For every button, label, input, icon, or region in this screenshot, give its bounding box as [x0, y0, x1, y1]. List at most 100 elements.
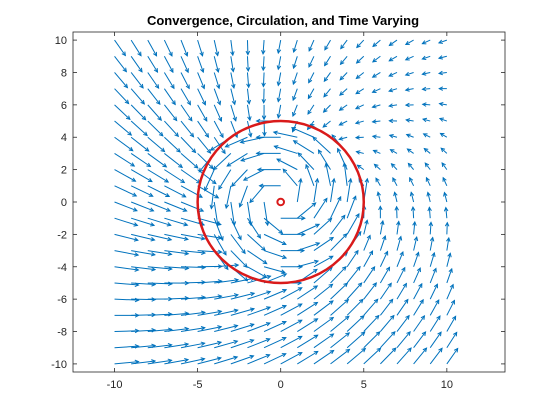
quiver-arrow — [261, 72, 266, 88]
quiver-arrow — [263, 353, 287, 365]
quiver-arrow — [230, 291, 256, 300]
quiver-arrow — [379, 266, 391, 284]
quiver-arrow — [147, 153, 168, 168]
quiver-arrow — [388, 87, 398, 93]
quiver-arrow — [330, 348, 351, 365]
quiver-arrow — [404, 102, 414, 108]
quiver-arrow — [212, 153, 232, 171]
quiver-arrow — [131, 359, 157, 365]
quiver-arrow — [346, 331, 366, 349]
quiver-arrow — [130, 153, 152, 168]
quiver-arrow — [392, 177, 398, 187]
quiver-arrow — [282, 168, 298, 187]
red-circle-outer — [196, 119, 366, 285]
quiver-arrow — [425, 176, 431, 187]
quiver-arrow — [263, 288, 288, 300]
quiver-arrow — [378, 205, 383, 219]
quiver-arrow — [297, 334, 319, 349]
quiver-arrow — [405, 118, 414, 123]
quiver-arrow — [114, 217, 139, 227]
quiver-arrow — [230, 169, 248, 188]
quiver-arrow — [363, 331, 381, 349]
quiver-arrow — [297, 242, 321, 252]
quiver-arrow — [197, 340, 223, 349]
x-axis: -10 -5 0 5 10 — [107, 32, 453, 391]
quiver-arrow — [446, 347, 459, 365]
quiver-arrow — [197, 169, 217, 185]
y-tick-label: -4 — [57, 262, 67, 274]
quiver-arrow — [296, 202, 317, 219]
quiver-arrow — [239, 136, 265, 144]
quiver-arrow — [214, 355, 239, 365]
quiver-arrow — [163, 72, 175, 90]
quiver-arrow — [354, 135, 364, 140]
quiver-arrow — [330, 282, 349, 300]
quiver-arrow — [261, 104, 267, 121]
quiver-arrow — [396, 220, 401, 235]
quiver-arrow — [197, 72, 206, 90]
quiver-arrow — [114, 250, 140, 257]
quiver-arrow — [164, 250, 190, 256]
quiver-arrow — [164, 136, 181, 153]
quiver-arrow — [114, 233, 139, 242]
quiver-arrow — [197, 249, 223, 255]
quiver-arrow — [393, 191, 398, 203]
quiver-arrow — [163, 88, 176, 106]
quiver-arrow — [280, 232, 306, 237]
quiver-arrow — [247, 338, 271, 349]
quiver-arrow — [404, 71, 414, 77]
quiver-arrow — [297, 223, 321, 235]
quiver-arrow — [437, 70, 447, 76]
quiver-arrow — [396, 250, 404, 267]
quiver-arrow — [214, 324, 239, 333]
quiver-arrow — [226, 153, 248, 167]
quiver-arrow — [130, 136, 150, 152]
quiver-arrow — [247, 234, 266, 252]
quiver-arrow — [313, 177, 320, 203]
quiver-arrow — [379, 282, 392, 300]
quiver-arrow — [230, 234, 246, 255]
quiver-arrow — [130, 169, 153, 183]
quiver-arrow — [405, 133, 414, 138]
quiver-arrow — [245, 56, 251, 73]
quiver-arrow — [363, 314, 380, 332]
quiver-arrow — [180, 153, 199, 169]
quiver-arrow — [446, 283, 454, 300]
quiver-arrow — [429, 236, 435, 251]
quiver-arrow — [209, 185, 215, 210]
quiver-arrow — [413, 298, 424, 316]
quiver-arrow — [338, 104, 348, 111]
quiver-arrow — [413, 331, 427, 349]
quiver-arrow — [164, 169, 186, 184]
quiver-arrow — [197, 356, 222, 365]
quiver-arrow — [421, 71, 431, 76]
quiver-arrow — [371, 134, 381, 139]
quiver-arrow — [163, 56, 174, 74]
quiver-arrow — [280, 335, 303, 349]
quiver-arrow — [213, 201, 220, 227]
quiver-arrow — [130, 88, 146, 105]
quiver-arrow — [363, 282, 377, 300]
quiver-arrow — [330, 233, 348, 251]
quiver-arrow — [379, 219, 385, 235]
quiver-arrow — [429, 299, 440, 316]
quiver-arrow — [442, 176, 448, 187]
quiver-arrow — [114, 266, 140, 272]
quiver-arrow — [379, 235, 387, 251]
quiver-arrow — [354, 104, 364, 110]
quiver-arrow — [371, 72, 381, 78]
quiver-arrow — [147, 169, 170, 183]
quiver-arrow — [247, 266, 268, 278]
quiver-arrow — [421, 86, 431, 92]
quiver-arrow — [443, 191, 448, 203]
quiver-arrow — [429, 251, 436, 267]
quiver-arrow — [313, 236, 335, 251]
quiver-arrow — [130, 55, 143, 73]
quiver-arrow — [247, 322, 271, 332]
quiver-arrow — [255, 134, 281, 140]
quiver-arrow — [421, 102, 431, 107]
quiver-arrow — [249, 185, 265, 204]
quiver-arrow — [180, 233, 206, 241]
quiver-arrow — [317, 149, 331, 170]
